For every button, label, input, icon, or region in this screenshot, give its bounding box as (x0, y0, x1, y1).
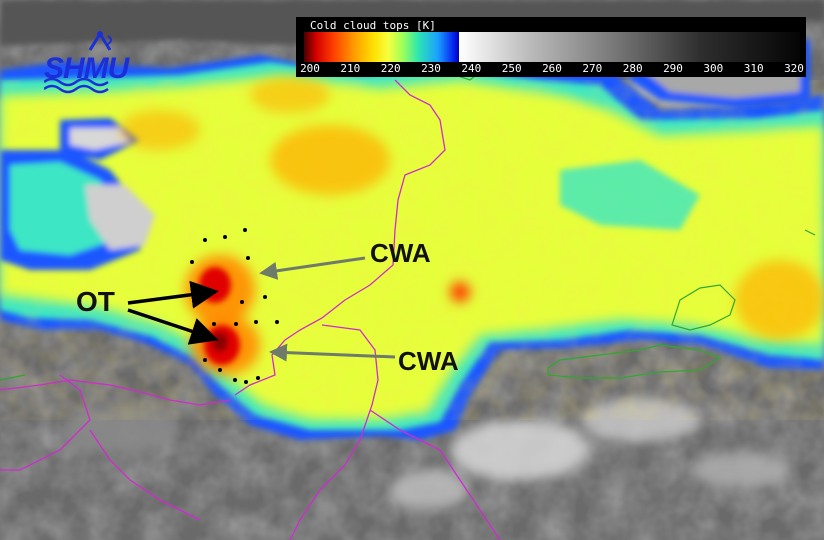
colorbar-title: Cold cloud tops [K] (310, 19, 436, 32)
cwa-arrow-lower (269, 343, 396, 362)
colorbar-tick: 320 (784, 62, 804, 75)
colorbar-tick: 260 (542, 62, 562, 75)
colorbar-tick: 210 (340, 62, 361, 75)
convective-cores (120, 77, 824, 375)
ot-arrows (127, 280, 219, 345)
colorbar-tick: 300 (703, 62, 724, 75)
colorbar-tick: 230 (421, 62, 441, 75)
ot-arrow-lower (127, 308, 219, 345)
colorbar-tick: 310 (743, 62, 764, 75)
wave-icon (44, 77, 109, 94)
colorbar: Cold cloud tops [K] 200 210 220 230 240 250 26… (296, 17, 806, 77)
colorbar-tick: 200 (300, 62, 320, 75)
colorbar-tick: 280 (622, 62, 643, 75)
ot-arrow-upper (127, 280, 219, 309)
cwa-label-lower: CWA (398, 346, 459, 376)
shmu-logo: SHMU (44, 30, 156, 96)
cwa-arrow-upper (259, 256, 366, 280)
colorbar-tick: 250 (501, 62, 522, 75)
colorbar-gradient (304, 32, 800, 62)
colorbar-tick: 290 (663, 62, 683, 75)
cwa-arrows (259, 256, 396, 362)
antenna-icon (88, 31, 112, 51)
ot-label: OT (76, 286, 115, 317)
cwa-label-upper: CWA (370, 238, 431, 268)
colorbar-tick: 270 (582, 62, 603, 75)
colorbar-tick: 240 (461, 62, 482, 75)
colorbar-ticks: 200 210 220 230 240 250 260 270 280 290 300 310 320 (296, 62, 806, 76)
colorbar-tick: 220 (380, 62, 401, 75)
